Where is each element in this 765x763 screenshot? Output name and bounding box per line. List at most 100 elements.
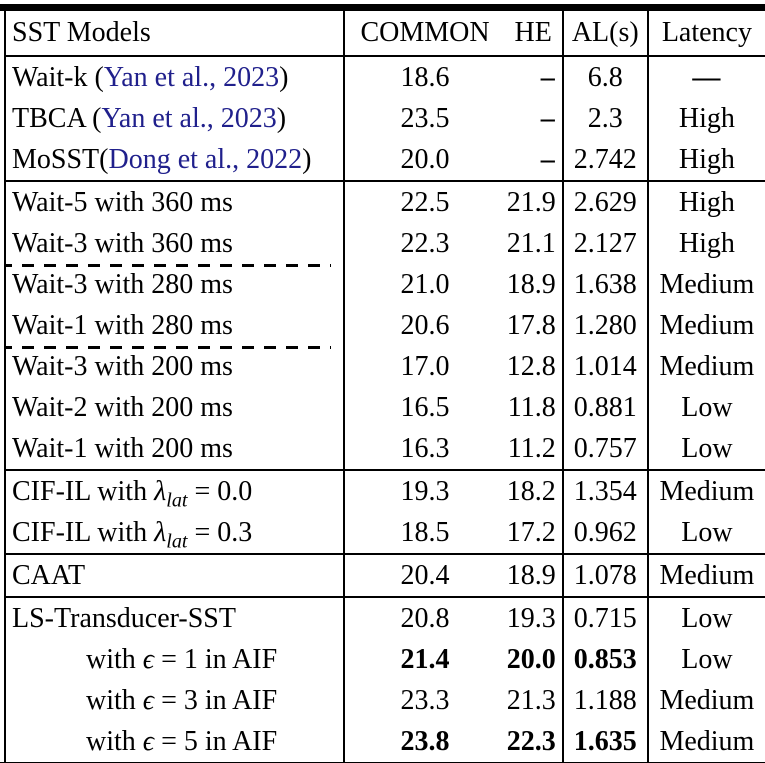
common-score-cell: 20.0 [400,143,450,175]
al-seconds-cell: 1.188 [562,680,649,721]
latency-cell: Medium [659,725,755,757]
table-row: Wait-1 with 200 ms 16.3 11.2 0.757 Low [5,428,765,470]
al-seconds-cell: 2.127 [562,223,649,264]
model-label: TBCA ( [12,102,102,134]
col-header-latency: Latency [647,11,765,57]
common-score-cell: 20.8 [344,596,505,639]
math-symbol: λ [154,475,167,507]
al-seconds-cell: 2.629 [562,180,649,223]
results-table: SST Models COMMON HE AL(s) Latency Wait-… [4,11,765,762]
common-score-cell: 20.4 [344,553,505,597]
model-label: ) [279,61,289,93]
table-row: Wait-3 with 280 ms 21.0 18.9 1.638 Medium [5,264,765,305]
table-row: Wait-k (Yan et al., 2023) 18.6 –6.8 — [5,56,765,98]
common-score-cell: 18.5 [400,516,450,548]
citation-link[interactable]: Yan et al., 2023 [101,102,277,134]
model-cell: Wait-3 with 200 ms [5,346,346,387]
results-table-frame: SST Models COMMON HE AL(s) Latency Wait-… [0,4,765,763]
latency-cell: Medium [659,684,755,716]
latency-cell: High [678,143,735,175]
al-seconds-cell: 0.881 [562,387,649,428]
he-score-cell: 11.2 [504,428,564,470]
al-seconds-cell: 0.962 [562,512,649,554]
he-score-cell: 11.8 [504,387,564,428]
he-score-cell: 21.1 [504,223,564,264]
he-score-cell: – [504,98,564,139]
citation-link[interactable]: Yan et al., 2023 [103,61,280,93]
latency-cell: Low [681,516,733,548]
col-header-al: AL(s) [562,11,649,57]
model-label: with [86,725,143,757]
model-label: Wait-k ( [12,61,104,93]
he-score-cell: 18.9 [504,264,564,305]
he-score-cell: 12.8 [504,346,564,387]
he-score-cell: – [504,56,564,98]
al-seconds-cell: 0.715 [562,596,649,639]
math-subscript: lat [166,530,188,553]
common-score-cell: 16.3 [400,432,450,464]
header-row: SST Models COMMON HE AL(s) Latency [5,11,765,57]
model-label: Wait-2 with 200 ms [12,391,233,423]
math-symbol: ϵ [142,684,155,716]
table-row: with ϵ = 5 in AIF 23.8 22.3 1.635 Medium [5,721,765,762]
common-score-cell: 22.3 [400,227,450,259]
model-label: LS-Transducer-SST [12,602,236,634]
model-cell: CAAT [5,553,346,597]
model-cell: CIF-IL with λlat = 0.3 [5,512,346,554]
common-score-cell: 23.5 [400,102,450,134]
model-cell: LS-Transducer-SST [5,596,346,639]
table-row: with ϵ = 1 in AIF 21.4 20.0 0.853 Low [5,639,765,680]
model-label: Wait-3 with 200 ms [12,350,233,382]
common-score-cell: 16.5 [400,391,450,423]
math-symbol: ϵ [142,725,155,757]
common-score-cell: 23.3 [400,684,450,716]
common-score-cell: 22.5 [344,180,505,223]
model-cell: Wait-3 with 280 ms [5,264,346,305]
latency-cell: Medium [647,469,765,512]
paper-results-table-page: SST Models COMMON HE AL(s) Latency Wait-… [0,4,765,763]
model-label: with [86,643,143,675]
al-seconds-cell: 1.014 [562,346,649,387]
al-seconds-cell: 1.354 [562,469,649,512]
model-label: = 0.0 [187,475,253,507]
latency-cell: Low [681,432,733,464]
model-label: ) [302,143,312,175]
table-row: CIF-IL with λlat = 0.3 18.5 17.2 0.962 Low [5,512,765,554]
citation-link[interactable]: Dong et al., 2022 [108,143,303,175]
he-score-cell: 17.8 [504,305,564,346]
model-label: = 3 in AIF [154,684,278,716]
model-cell: Wait-1 with 280 ms [5,305,346,346]
math-subscript: lat [166,489,188,512]
common-score-cell: 21.0 [400,268,450,300]
latency-cell: Medium [659,350,755,382]
al-seconds-cell: 2.742 [562,139,649,181]
latency-cell: High [678,102,735,134]
latency-cell: Low [647,596,765,639]
model-label: CIF-IL with [12,475,155,507]
common-score-cell: 17.0 [400,350,450,382]
table-row: TBCA (Yan et al., 2023) 23.5 –2.3 High [5,98,765,139]
model-cell: Wait-1 with 200 ms [5,428,346,470]
col-header-sst-models: SST Models [5,11,346,57]
he-score-cell: 21.3 [504,680,564,721]
model-label: with [86,684,143,716]
al-seconds-cell: 6.8 [562,56,649,98]
model-cell: Wait-5 with 360 ms [5,180,346,223]
he-score-cell: 22.3 [504,721,564,762]
model-cell: with ϵ = 1 in AIF [5,639,346,680]
math-symbol: ϵ [142,643,155,675]
al-seconds-cell: 0.853 [562,639,649,680]
table-row: Wait-2 with 200 ms 16.5 11.8 0.881 Low [5,387,765,428]
table-row: with ϵ = 3 in AIF 23.3 21.3 1.188 Medium [5,680,765,721]
he-score-cell: 19.3 [504,596,564,639]
model-label: Wait-5 with 360 ms [12,186,233,218]
table-row: MoSST(Dong et al., 2022) 20.0 –2.742 High [5,139,765,181]
model-cell: CIF-IL with λlat = 0.0 [5,469,346,512]
table-body: Wait-k (Yan et al., 2023) 18.6–6.8— TBCA (… [5,56,765,762]
model-label: Wait-3 with 280 ms [12,268,233,300]
model-label: = 5 in AIF [154,725,278,757]
col-header-he: HE [504,11,564,57]
model-label: CAAT [12,559,86,591]
al-seconds-cell: 1.078 [562,553,649,597]
al-seconds-cell: 0.757 [562,428,649,470]
